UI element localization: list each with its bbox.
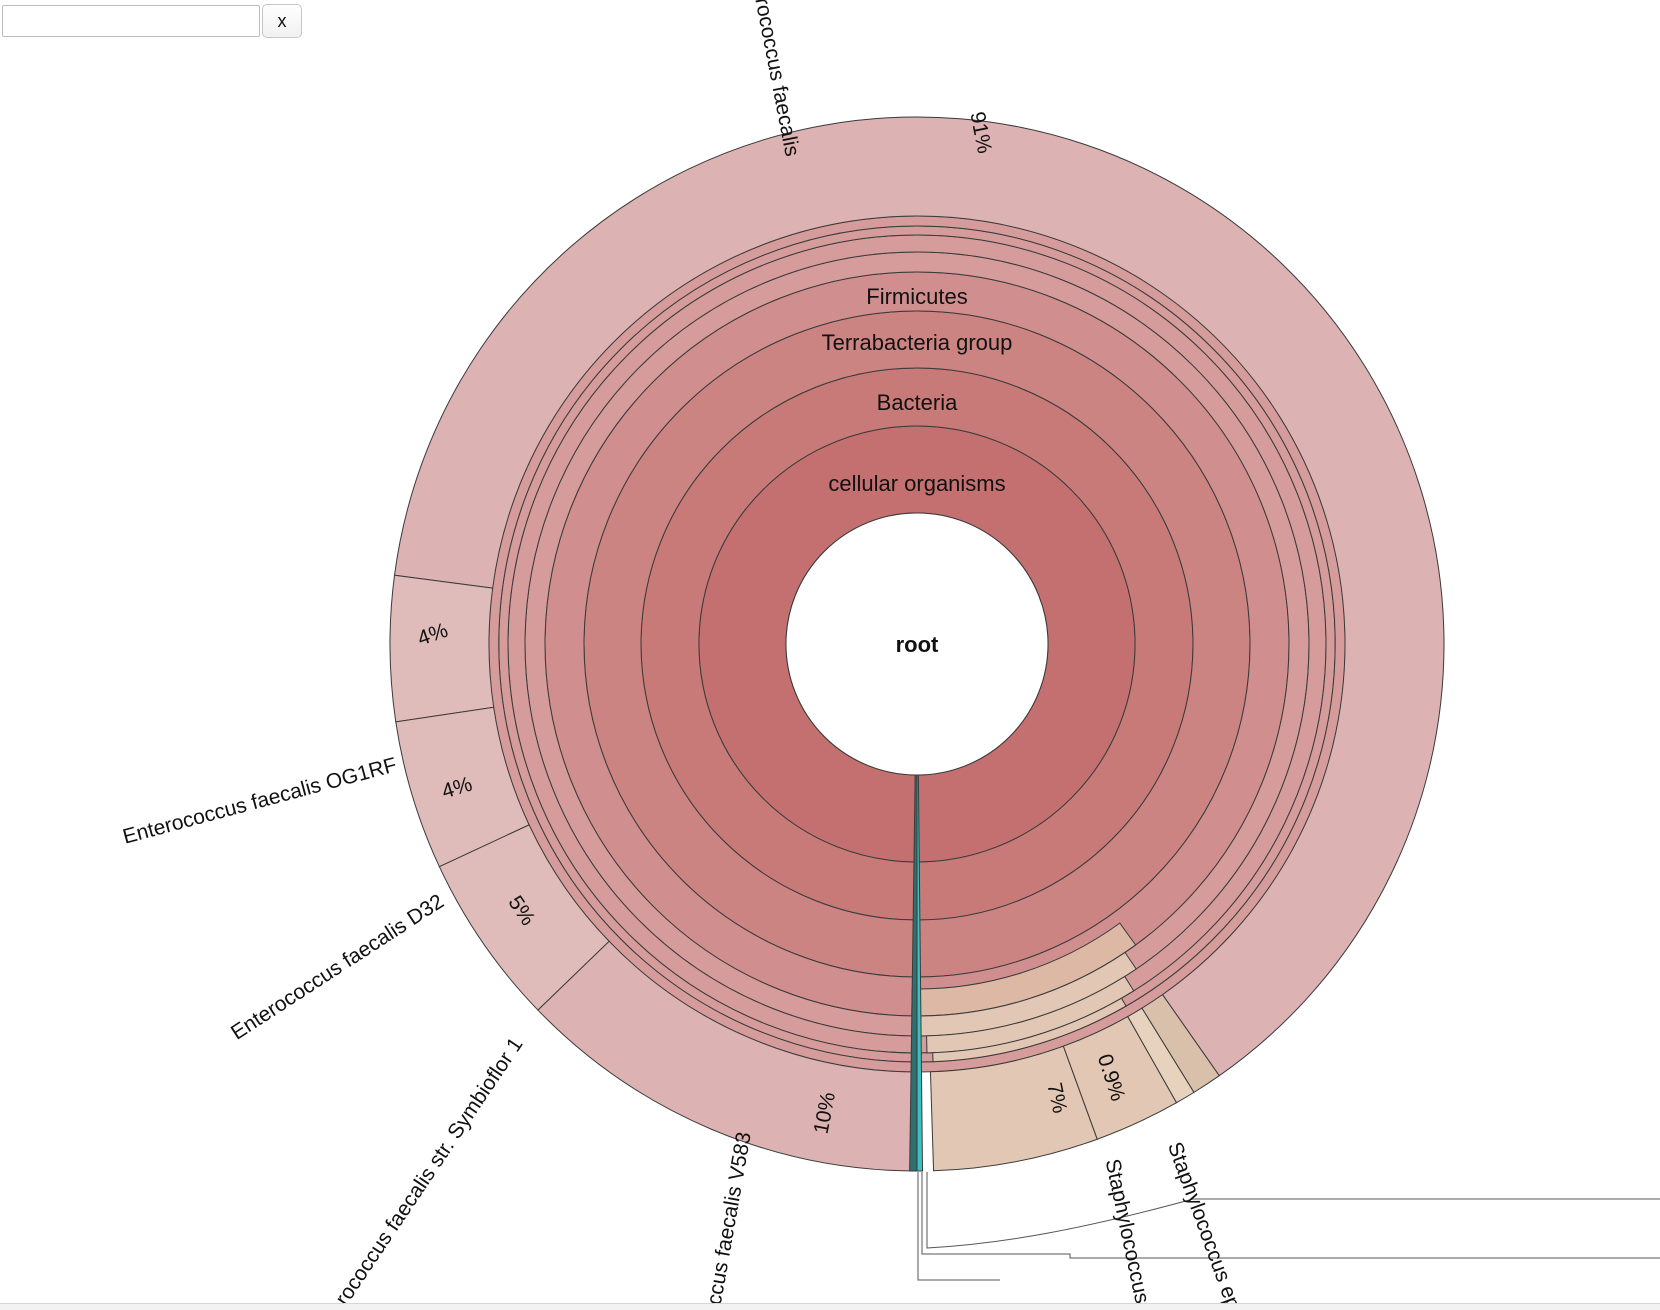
- clear-search-button[interactable]: x: [262, 4, 302, 38]
- species-staph-minor-2[interactable]: [1127, 1007, 1195, 1104]
- leader-line-2: [926, 1172, 1660, 1249]
- horizontal-scrollbar[interactable]: [0, 1303, 1660, 1310]
- search-bar: x: [2, 3, 302, 39]
- species-staphylococcus-ep[interactable]: [1062, 1015, 1178, 1140]
- center-hole: [785, 512, 1049, 776]
- ring-label-bacteria[interactable]: Bacteria: [877, 390, 958, 415]
- ring-staphylococcus-sub[interactable]: [932, 997, 1127, 1063]
- species-enterococcus-faecalis-d32[interactable]: [395, 706, 530, 868]
- species-enterococcus-faecalis-og1rf[interactable]: [389, 574, 495, 723]
- species-label-staphylococcus-e[interactable]: Staphylococcus e: [1101, 1157, 1158, 1310]
- species-enterococcus-faecalis-v583[interactable]: [537, 940, 918, 1172]
- species-label-enterococcus-faecalis-symbioflor-1[interactable]: Enterococcus faecalis str. Symbioflor 1: [307, 1034, 528, 1310]
- species-label-enterococcus-faecalis-d32[interactable]: Enterococcus faecalis D32: [227, 890, 448, 1045]
- leader-line-3: [917, 1172, 1000, 1281]
- taxonomy-rings: [389, 116, 1445, 1172]
- ring-label-firmicutes[interactable]: Firmicutes: [866, 284, 967, 309]
- species-label-enterococcus-faecalis[interactable]: Enterococcus faecalis: [742, 0, 804, 158]
- search-input[interactable]: [2, 5, 260, 37]
- center-label-root[interactable]: root: [896, 632, 939, 657]
- leader-line-1: [921, 1172, 1660, 1259]
- species-label-enterococcus-faecalis-og1rf[interactable]: Enterococcus faecalis OG1RF: [120, 753, 399, 848]
- ring-label-terrabacteria-group[interactable]: Terrabacteria group: [822, 330, 1013, 355]
- species-label-staphylococcus-ep[interactable]: Staphylococcus ep: [1163, 1139, 1245, 1310]
- species-label-enterococcus-faecalis-v583[interactable]: Enterococcus faecalis V583: [688, 1130, 756, 1310]
- leader-lines: [917, 1172, 1660, 1281]
- ring-label-cellular-organisms[interactable]: cellular organisms: [828, 471, 1005, 496]
- species-enterococcus-faecalis-symbioflor-1[interactable]: [438, 824, 610, 1011]
- species-staphylococcus-e[interactable]: [929, 1045, 1098, 1172]
- species-enterococcus-faecalis[interactable]: [393, 116, 1445, 1077]
